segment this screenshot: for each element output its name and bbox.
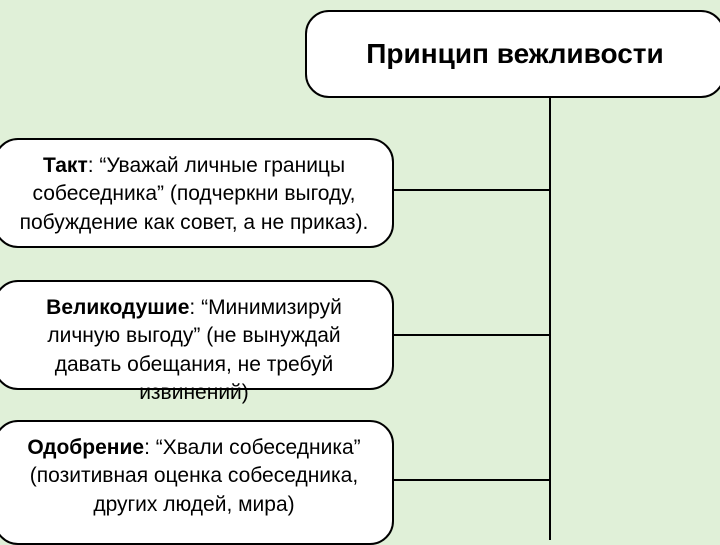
node-odobrenie: Одобрение: “Хвали собеседника” (позитивн…	[0, 420, 394, 545]
node-velikodushie: Великодушие: “Минимизируй личную выгоду”…	[0, 280, 394, 390]
title-text: Принцип вежливости	[366, 38, 663, 70]
node-takt-bold: Такт	[43, 154, 88, 177]
node-velikodushie-bold: Великодушие	[46, 296, 189, 319]
diagram-title: Принцип вежливости	[305, 10, 720, 98]
node-odobrenie-bold: Одобрение	[27, 436, 144, 459]
node-takt: Такт: “Уважай личные границы собеседника…	[0, 138, 394, 248]
